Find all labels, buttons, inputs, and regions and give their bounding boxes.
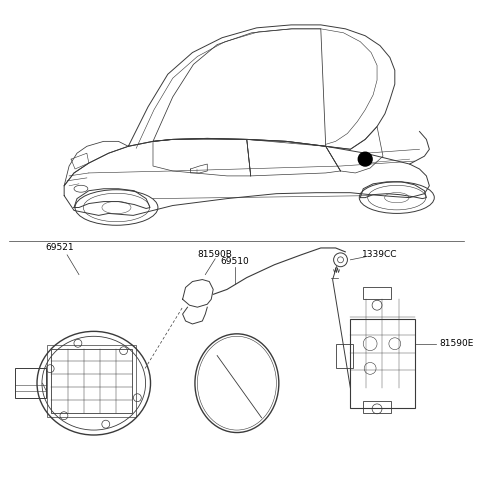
Circle shape xyxy=(358,152,372,166)
Bar xyxy=(48,344,136,416)
Bar xyxy=(15,368,47,398)
Bar xyxy=(363,288,391,299)
Text: 69510: 69510 xyxy=(220,257,249,266)
Bar xyxy=(336,343,353,368)
Bar xyxy=(350,319,415,408)
Text: 81590E: 81590E xyxy=(439,339,474,348)
Bar xyxy=(51,349,132,413)
Text: 69521: 69521 xyxy=(45,244,73,252)
Text: 1339CC: 1339CC xyxy=(362,250,398,259)
Bar xyxy=(363,401,391,413)
Text: 81590B: 81590B xyxy=(198,250,233,259)
